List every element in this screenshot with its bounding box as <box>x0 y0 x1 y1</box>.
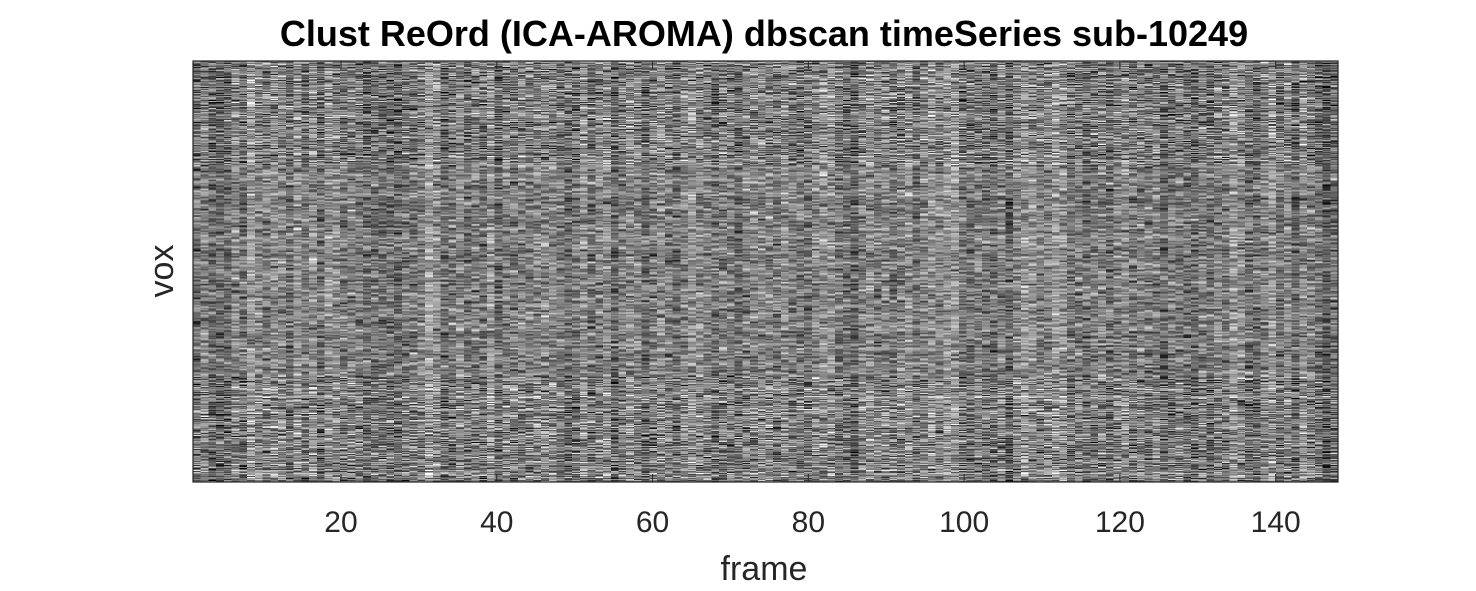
x-tick-label: 120 <box>1095 506 1145 539</box>
x-axis-label: frame <box>721 550 808 588</box>
x-tick-label: 40 <box>480 506 513 539</box>
x-tick-label: 20 <box>324 506 357 539</box>
x-tick-label: 100 <box>939 506 989 539</box>
plot-area <box>192 60 1339 483</box>
heatmap-image <box>193 61 1338 482</box>
chart-title: Clust ReOrd (ICA-AROMA) dbscan timeSerie… <box>280 13 1248 54</box>
x-tick-label: 80 <box>792 506 825 539</box>
y-axis-label: vox <box>143 245 181 298</box>
plot-frame <box>192 60 1339 483</box>
x-tick-label: 60 <box>636 506 669 539</box>
x-axis-ticks: 20 40 60 80 100 120 140 <box>324 61 1301 539</box>
x-tick-label: 140 <box>1251 506 1301 539</box>
